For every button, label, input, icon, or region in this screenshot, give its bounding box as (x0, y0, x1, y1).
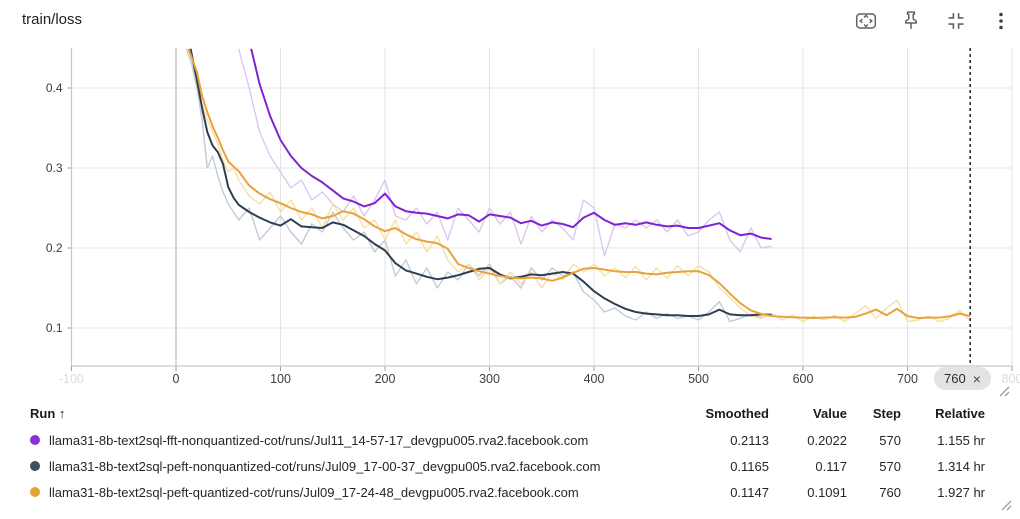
y-tick-label: 0.2 (46, 241, 63, 255)
x-tick-label: 100 (270, 372, 291, 386)
panel-toolbar (853, 8, 1014, 34)
run-legend-table: Run ↑ Smoothed Value Step Relative llama… (0, 400, 1020, 505)
smoothed-cell: 0.2113 (730, 432, 769, 448)
run-cell: llama31-8b-text2sql-fft-nonquantized-cot… (30, 433, 679, 448)
run-color-dot (30, 487, 40, 497)
series-line[interactable] (189, 48, 772, 317)
x-tick-label: 300 (479, 372, 500, 386)
panel-title: train/loss (22, 11, 83, 28)
run-name-link[interactable]: llama31-8b-text2sql-fft-nonquantized-cot… (49, 432, 589, 448)
panel-resize-handle[interactable] (1000, 499, 1013, 512)
step-cell: 570 (879, 458, 901, 474)
x-tick-label: 400 (584, 372, 605, 386)
x-tick-label-faint: -100 (59, 372, 84, 386)
train-loss-chart[interactable]: 0.1 0.2 0.3 0.4 0 100 200 300 400 500 600 700 -100 80… (0, 0, 1020, 400)
legend-header-row: Run ↑ Smoothed Value Step Relative (0, 400, 1020, 427)
legend-row[interactable]: llama31-8b-text2sql-peft-nonquantized-co… (0, 453, 1020, 479)
step-cell: 570 (879, 432, 901, 448)
value-cell: 0.2022 (807, 432, 847, 448)
x-tick-label: 600 (793, 372, 814, 386)
run-column-header[interactable]: Run ↑ (30, 406, 66, 421)
sort-ascending-icon: ↑ (58, 406, 66, 421)
collapse-icon[interactable] (943, 8, 969, 34)
run-color-dot (30, 435, 40, 445)
x-tick-label: 200 (375, 372, 396, 386)
series-line[interactable] (238, 48, 772, 257)
smoothed-cell: 0.1165 (730, 458, 769, 474)
value-column-header: Value (813, 406, 847, 421)
x-tick-label-faint: 800 (1002, 372, 1020, 386)
x-tick-label: 0 (173, 372, 180, 386)
relative-cell: 1.314 hr (937, 458, 985, 474)
y-tick-label: 0.4 (46, 81, 63, 95)
y-tick-label: 0.3 (46, 161, 63, 175)
overflow-menu-icon[interactable] (988, 8, 1014, 34)
run-color-dot (30, 461, 40, 471)
smoothed-cell: 0.1147 (730, 484, 769, 500)
step-column-header: Step (872, 406, 901, 421)
y-tick-label: 0.1 (46, 321, 63, 335)
relative-column-header: Relative (935, 406, 985, 421)
zoom-region-icon[interactable] (853, 8, 879, 34)
run-name-link[interactable]: llama31-8b-text2sql-peft-nonquantized-co… (49, 458, 601, 474)
pin-icon[interactable] (898, 8, 924, 34)
series-line[interactable] (250, 48, 772, 240)
run-cell: llama31-8b-text2sql-peft-nonquantized-co… (30, 459, 679, 474)
run-cell: llama31-8b-text2sql-peft-quantized-cot/r… (30, 485, 679, 500)
legend-rows: llama31-8b-text2sql-fft-nonquantized-cot… (0, 427, 1020, 505)
step-cell: 760 (879, 484, 901, 500)
smoothed-column-header: Smoothed (705, 406, 769, 421)
legend-row[interactable]: llama31-8b-text2sql-peft-quantized-cot/r… (0, 479, 1020, 505)
step-cursor-badge[interactable]: 760 × (934, 367, 991, 390)
x-tick-label: 500 (688, 372, 709, 386)
value-cell: 0.1091 (807, 484, 847, 500)
value-cell: 0.117 (815, 458, 847, 474)
run-name-link[interactable]: llama31-8b-text2sql-peft-quantized-cot/r… (49, 484, 579, 500)
relative-cell: 1.155 hr (937, 432, 985, 448)
badge-close-icon[interactable]: × (972, 370, 981, 387)
relative-cell: 1.927 hr (937, 484, 985, 500)
step-cursor-value: 760 (944, 371, 966, 386)
x-tick-label: 700 (897, 372, 918, 386)
series-line[interactable] (187, 48, 971, 319)
legend-row[interactable]: llama31-8b-text2sql-fft-nonquantized-cot… (0, 427, 1020, 453)
chart-resize-handle[interactable] (998, 385, 1011, 398)
